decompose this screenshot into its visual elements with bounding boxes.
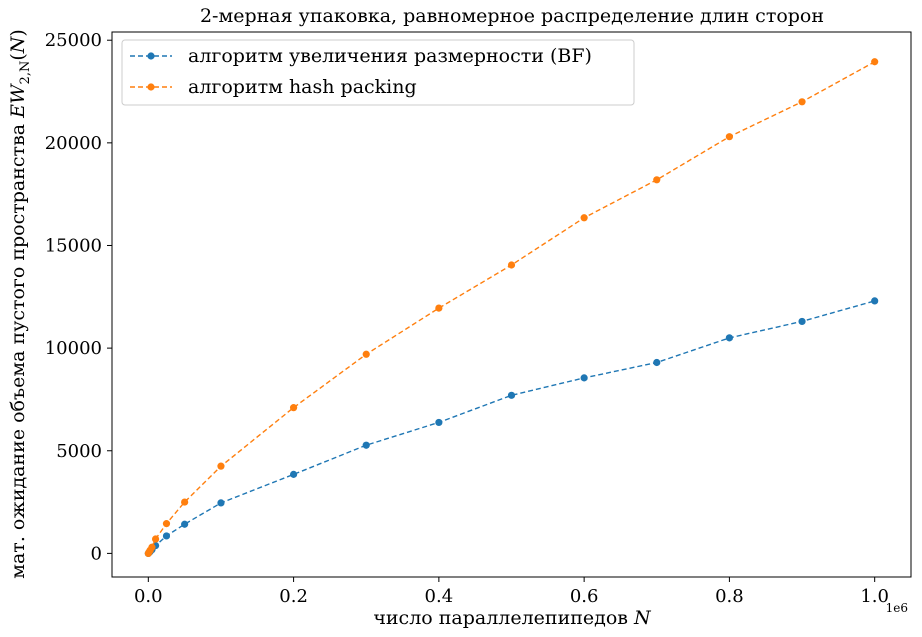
data-point-series-2 xyxy=(151,535,160,543)
plot-area: 0.0 0.2 0.4 0.6 0.8 1.0 0 5000 10000 15000 20000 25… xyxy=(45,30,912,607)
x-tick-label: 0.6 xyxy=(570,586,599,607)
series-line-2 xyxy=(147,61,876,554)
data-point-series-1 xyxy=(653,358,661,367)
x-axis-label: число параллелепипедов N xyxy=(373,607,652,629)
y-tick-label: 0 xyxy=(91,543,102,564)
data-point-series-2 xyxy=(798,98,806,106)
series-line-1 xyxy=(147,300,875,554)
data-point-series-2 xyxy=(435,304,443,312)
x-axis-offset-text: 1e6 xyxy=(886,601,908,615)
y-tick-label: 5000 xyxy=(56,441,102,462)
legend-marker-1 xyxy=(147,52,155,60)
legend-label-1: алгоритм увеличения размерности (BF) xyxy=(188,45,592,67)
legend: алгоритм увеличения размерности (BF) алго… xyxy=(121,39,635,106)
data-point-series-1 xyxy=(181,520,189,528)
data-point-series-1 xyxy=(871,297,879,305)
data-point-series-1 xyxy=(289,470,298,478)
x-tick-label: 1.0 xyxy=(860,586,889,607)
y-tick-label: 10000 xyxy=(45,338,102,359)
legend-box xyxy=(121,39,635,106)
data-point-series-1 xyxy=(435,418,443,427)
x-tick-label: 0.4 xyxy=(425,586,454,607)
y-axis-label: мат. ожидание объема пустого пространств… xyxy=(7,29,33,579)
data-point-series-2 xyxy=(871,58,879,66)
data-point-series-2 xyxy=(653,176,661,184)
x-tick-label: 0.8 xyxy=(715,586,744,607)
data-point-series-1 xyxy=(798,317,806,326)
x-tick-label: 0.2 xyxy=(279,586,308,607)
legend-marker-2 xyxy=(147,83,155,91)
data-point-series-1 xyxy=(217,499,225,507)
data-point-series-2 xyxy=(162,520,171,528)
data-point-series-1 xyxy=(580,374,588,382)
axes-frame xyxy=(111,31,912,578)
data-point-series-2 xyxy=(507,261,516,269)
data-point-series-1 xyxy=(362,441,370,449)
data-point-series-2 xyxy=(725,133,734,141)
data-point-series-2 xyxy=(289,404,298,412)
data-point-series-1 xyxy=(162,532,171,540)
data-point-series-2 xyxy=(580,214,588,222)
data-point-series-2 xyxy=(217,462,225,470)
y-tick-label: 25000 xyxy=(45,30,102,51)
data-point-series-1 xyxy=(507,391,516,399)
data-point-series-2 xyxy=(148,543,156,551)
chart-title: 2-мерная упаковка, равномерное распредел… xyxy=(200,5,824,27)
x-tick-label: 0.0 xyxy=(134,586,163,607)
data-point-series-1 xyxy=(725,334,734,342)
y-tick-label: 20000 xyxy=(45,133,102,154)
y-tick-label: 15000 xyxy=(45,235,102,256)
legend-label-2: алгоритм hash packing xyxy=(188,76,417,98)
data-point-series-2 xyxy=(181,498,189,506)
data-point-series-2 xyxy=(362,350,370,358)
